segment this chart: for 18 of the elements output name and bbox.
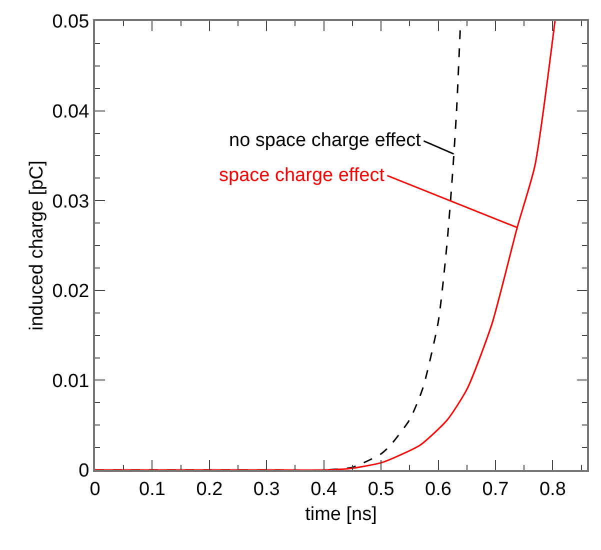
x-tick-label: 0.7 [482,478,509,500]
y-tick-label: 0.03 [52,191,90,212]
y-tick-label: 0.02 [52,281,90,302]
annotation: no space charge effect [229,130,422,151]
annotation: space charge effect [219,165,386,186]
y-tick-label: 0.05 [52,12,90,33]
y-tick-label: 0.01 [52,370,90,392]
x-tick-label: 0.2 [196,478,223,500]
x-tick-label: 0.8 [539,478,566,500]
y-tick-label: 0.04 [52,101,90,122]
x-tick-label: 0.5 [368,478,394,500]
x-tick-label: 0.6 [425,478,452,500]
x-tick-label: 0.4 [310,478,338,500]
x-tick-label: 0.3 [253,478,280,500]
x-tick-label: 0.1 [139,478,166,500]
x-axis-title: time [ns] [305,504,377,526]
y-tick-label: 0 [78,460,90,482]
y-axis-title: induced charge [pC] [26,160,48,331]
